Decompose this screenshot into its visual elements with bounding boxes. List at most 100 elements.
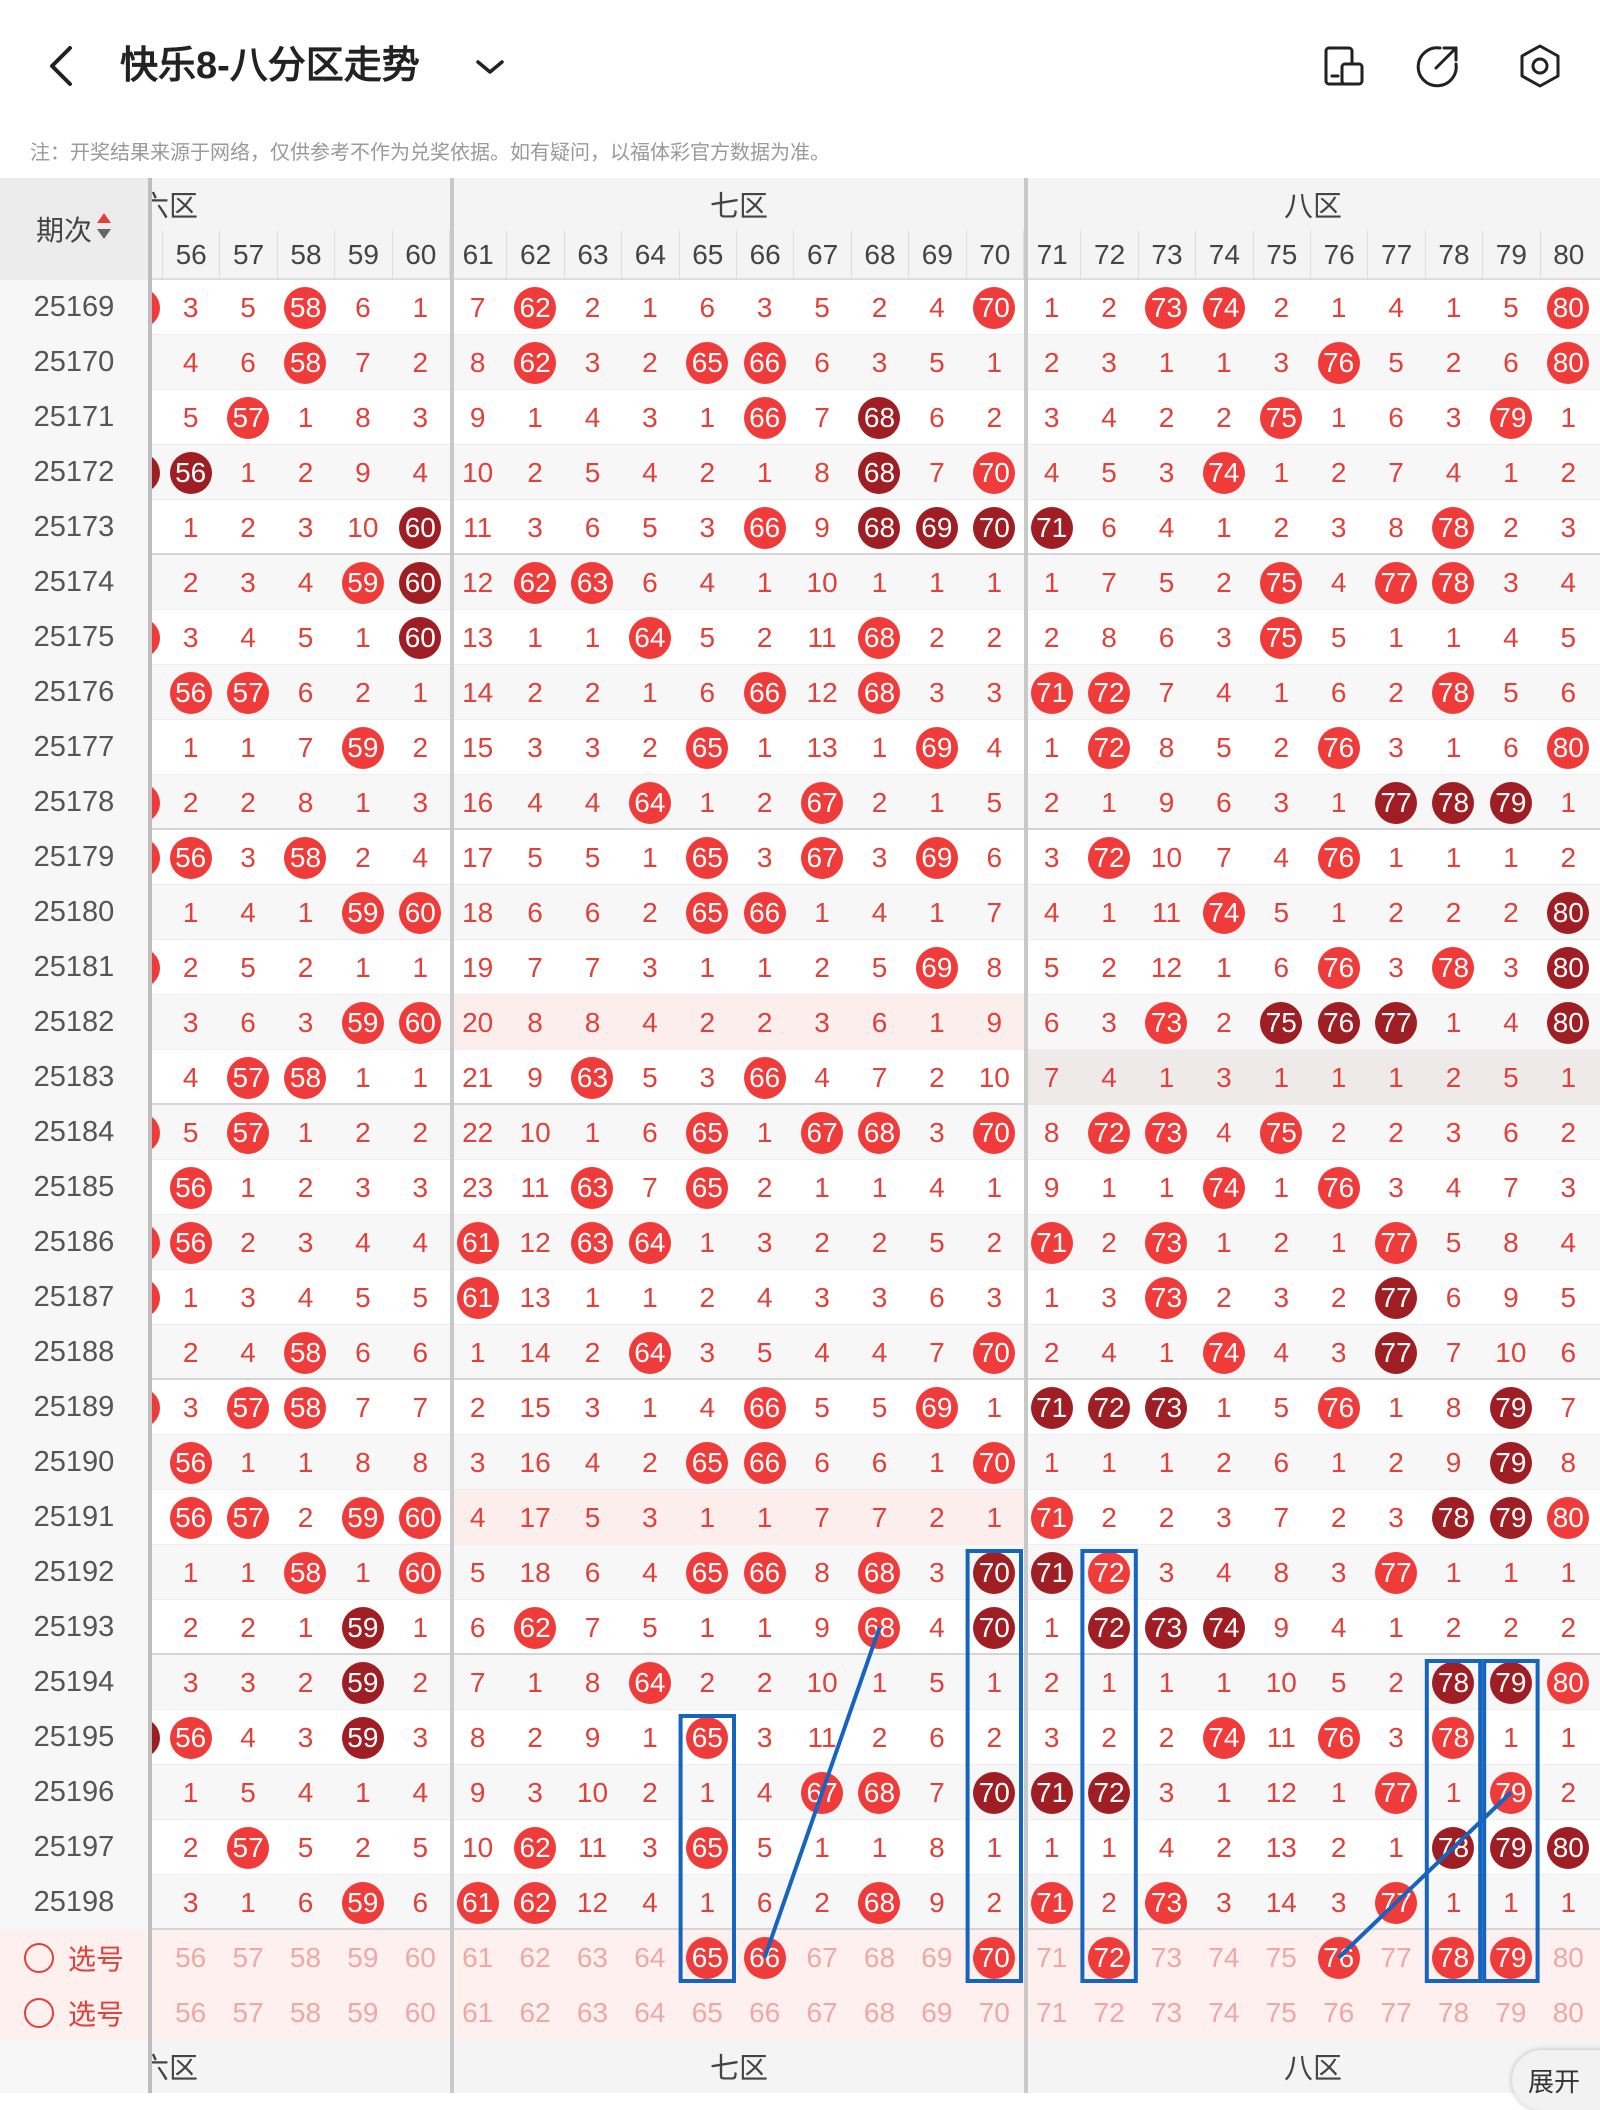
number-ball-cell[interactable]: 79 <box>1482 1765 1539 1820</box>
selectable-number[interactable]: 62 <box>519 1996 551 2028</box>
number-ball-cell[interactable]: 73 <box>1138 1215 1195 1270</box>
number-ball-cell[interactable]: 62 <box>506 1820 563 1875</box>
number-ball-cell[interactable]: 64 <box>621 775 678 830</box>
number-ball-cell[interactable]: 69 <box>908 1380 965 1435</box>
number-ball-cell[interactable]: 60 <box>392 555 449 610</box>
number-ball-cell[interactable]: 56 <box>162 1710 219 1765</box>
number-ball-cell[interactable]: 56 <box>162 1490 219 1545</box>
number-ball-cell[interactable]: 68 <box>851 1105 908 1160</box>
number-ball-cell[interactable]: 73 <box>1138 995 1195 1050</box>
selectable-number[interactable]: 60 <box>404 1996 436 2028</box>
number-ball-cell[interactable]: 80 <box>1540 940 1597 995</box>
selectable-number[interactable]: 74 <box>1208 1941 1240 1973</box>
number-ball-cell[interactable]: 60 <box>392 885 449 940</box>
number-ball-cell[interactable]: 80 <box>1540 995 1597 1050</box>
number-ball-cell[interactable]: 66 <box>736 885 793 940</box>
number-ball-cell[interactable]: 58 <box>277 1325 334 1380</box>
number-ball-cell[interactable]: 62 <box>506 1875 563 1930</box>
number-ball-cell[interactable]: 59 <box>334 1710 391 1765</box>
number-ball-cell[interactable]: 59 <box>334 1655 391 1710</box>
number-ball-cell[interactable]: 77 <box>1367 555 1424 610</box>
number-ball-cell[interactable]: 71 <box>1023 665 1080 720</box>
number-ball-cell[interactable]: 73 <box>1138 1600 1195 1655</box>
number-ball-cell[interactable]: 68 <box>851 500 908 555</box>
selectable-number[interactable]: 73 <box>1150 1941 1183 1973</box>
number-ball-cell[interactable]: 60 <box>392 610 449 665</box>
number-ball-cell[interactable]: 68 <box>851 390 908 445</box>
selected-number[interactable]: 70 <box>966 1930 1023 1985</box>
number-ball-cell[interactable]: 61 <box>449 1215 506 1270</box>
selectable-number[interactable]: 69 <box>921 1941 953 1973</box>
selectable-number[interactable]: 57 <box>232 1996 264 2028</box>
number-ball-cell[interactable]: 80 <box>1540 1820 1597 1875</box>
number-ball-cell[interactable]: 80 <box>1540 720 1597 775</box>
chevron-down-icon[interactable] <box>466 38 514 94</box>
number-ball-cell[interactable]: 76 <box>1310 830 1367 885</box>
number-ball-cell[interactable]: 70 <box>966 445 1023 500</box>
number-ball-cell[interactable]: 79 <box>1482 775 1539 830</box>
number-ball-cell[interactable]: 72 <box>1080 1545 1137 1600</box>
selectable-number[interactable]: 72 <box>1093 1996 1125 2028</box>
number-ball-cell[interactable]: 66 <box>736 500 793 555</box>
selectable-number[interactable]: 57 <box>232 1941 264 1973</box>
number-ball-cell[interactable]: 79 <box>1482 1490 1539 1545</box>
number-ball-cell[interactable]: 80 <box>1540 885 1597 940</box>
number-ball-cell[interactable]: 69 <box>908 940 965 995</box>
number-ball-cell[interactable]: 77 <box>1367 775 1424 830</box>
number-ball-cell[interactable]: 66 <box>736 390 793 445</box>
number-ball-cell[interactable]: 64 <box>621 1655 678 1710</box>
number-ball-cell[interactable]: 58 <box>277 1545 334 1600</box>
number-ball-cell[interactable]: 73 <box>1138 1270 1195 1325</box>
number-ball-cell[interactable]: 78 <box>1425 665 1482 720</box>
number-ball-cell[interactable]: 75 <box>1253 995 1310 1050</box>
number-ball-cell[interactable]: 57 <box>219 1105 276 1160</box>
number-ball-cell[interactable]: 64 <box>621 1215 678 1270</box>
number-ball-cell[interactable]: 78 <box>1425 1655 1482 1710</box>
number-ball-cell[interactable]: 56 <box>162 1215 219 1270</box>
number-ball-cell[interactable]: 65 <box>679 1820 736 1875</box>
selectable-number[interactable]: 75 <box>1265 1996 1297 2028</box>
selectable-number[interactable]: 69 <box>921 1996 953 2028</box>
number-ball-cell[interactable]: 74 <box>1195 1600 1252 1655</box>
selected-number[interactable]: 66 <box>736 1930 793 1985</box>
number-ball-cell[interactable]: 72 <box>1080 1105 1137 1160</box>
selectable-number[interactable]: 70 <box>978 1996 1010 2028</box>
selected-number[interactable]: 65 <box>679 1930 736 1985</box>
number-ball-cell[interactable]: 74 <box>1195 445 1252 500</box>
number-ball-cell[interactable]: 62 <box>506 555 563 610</box>
number-ball-cell[interactable]: 79 <box>1482 1820 1539 1875</box>
number-ball-cell[interactable]: 78 <box>1425 500 1482 555</box>
selected-number[interactable]: 79 <box>1482 1930 1539 1985</box>
selectable-number[interactable]: 75 <box>1265 1941 1297 1973</box>
number-ball-cell[interactable]: 77 <box>1367 1270 1424 1325</box>
selectable-number[interactable]: 68 <box>863 1941 896 1973</box>
number-ball-cell[interactable]: 65 <box>679 1435 736 1490</box>
number-ball-cell[interactable]: 70 <box>966 280 1023 335</box>
selectable-number[interactable]: 61 <box>462 1941 494 1973</box>
number-ball-cell[interactable]: 67 <box>793 830 850 885</box>
number-ball-cell[interactable]: 73 <box>1138 1105 1195 1160</box>
number-ball-cell[interactable]: 69 <box>908 830 965 885</box>
number-ball-cell[interactable]: 61 <box>449 1270 506 1325</box>
number-ball-cell[interactable]: 77 <box>1367 1875 1424 1930</box>
selectable-number[interactable]: 61 <box>462 1996 494 2028</box>
number-ball-cell[interactable]: 56 <box>162 1160 219 1215</box>
number-ball-cell[interactable]: 68 <box>851 1765 908 1820</box>
number-ball-cell[interactable]: 75 <box>1253 610 1310 665</box>
selected-number[interactable]: 72 <box>1080 1930 1137 1985</box>
number-ball-cell[interactable]: 58 <box>277 280 334 335</box>
number-ball-cell[interactable]: 57 <box>219 390 276 445</box>
number-ball-cell[interactable]: 66 <box>736 1050 793 1105</box>
number-ball-cell[interactable]: 65 <box>679 1545 736 1600</box>
sort-icon[interactable] <box>96 211 112 248</box>
number-ball-cell[interactable]: 72 <box>1080 665 1137 720</box>
number-ball-cell[interactable]: 77 <box>1367 1325 1424 1380</box>
number-ball-cell[interactable]: 57 <box>219 1820 276 1875</box>
number-ball-cell[interactable]: 70 <box>966 1545 1023 1600</box>
number-ball-cell[interactable]: 69 <box>908 720 965 775</box>
number-ball-cell[interactable]: 66 <box>736 1435 793 1490</box>
number-ball-cell[interactable]: 62 <box>506 280 563 335</box>
number-ball-cell[interactable]: 57 <box>219 1050 276 1105</box>
number-ball-cell[interactable]: 68 <box>851 1600 908 1655</box>
number-ball-cell[interactable]: 58 <box>277 830 334 885</box>
